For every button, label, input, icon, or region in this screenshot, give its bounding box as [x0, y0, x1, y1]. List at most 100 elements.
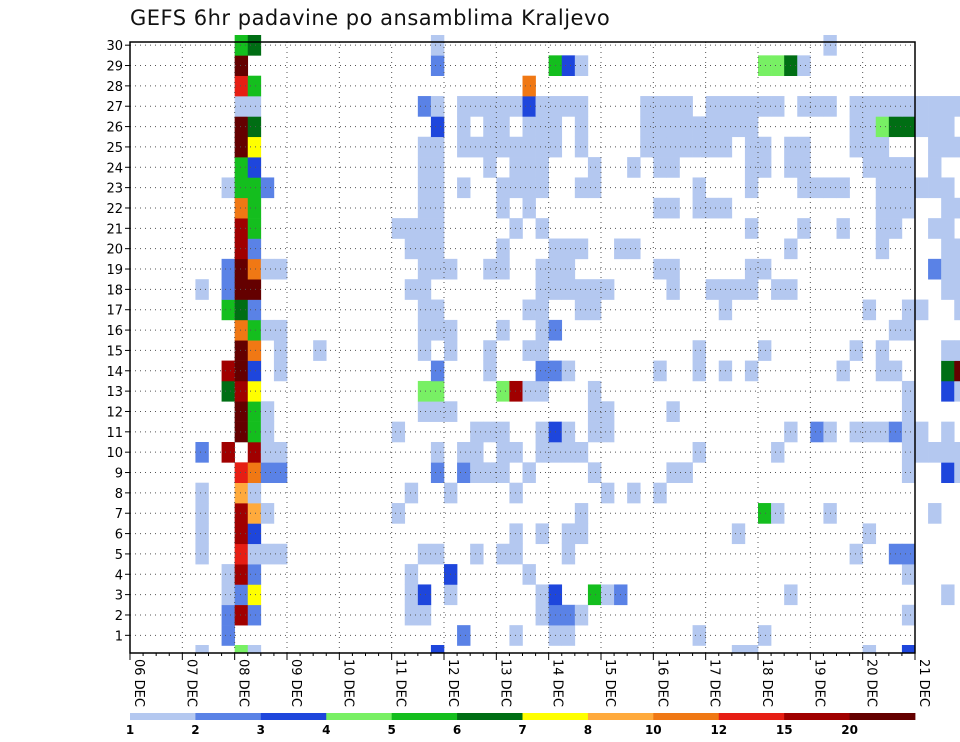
y-tick-label: 22	[106, 202, 123, 217]
heatmap-cell	[744, 360, 759, 382]
heatmap-cell	[928, 442, 942, 463]
heatmap-cell	[496, 543, 510, 565]
heatmap-cell	[849, 543, 863, 565]
heatmap-cell	[221, 177, 235, 199]
heatmap-cell	[666, 96, 680, 117]
heatmap-cell	[941, 218, 955, 239]
heatmap-cell	[247, 238, 262, 260]
heatmap-cell	[195, 503, 209, 524]
heatmap-cell	[901, 319, 916, 341]
y-axis: 1234567891011121314151617181920212223242…	[106, 39, 130, 644]
heatmap-cell	[574, 55, 589, 76]
heatmap-cell	[758, 258, 772, 280]
x-tick-label: 09 DEC	[288, 659, 303, 707]
y-tick-label: 19	[106, 263, 123, 278]
heatmap-cell	[470, 543, 484, 565]
heatmap-cell	[260, 421, 275, 443]
x-tick-label: 17 DEC	[707, 659, 722, 707]
heatmap-cell	[221, 564, 235, 585]
heatmap-cell	[234, 157, 249, 178]
x-tick-label: 20 DEC	[864, 659, 879, 707]
heatmap-cell	[430, 299, 445, 321]
heatmap-cell	[666, 279, 680, 300]
heatmap-cell	[901, 645, 916, 653]
heatmap-cell	[849, 116, 863, 138]
y-tick-label: 7	[115, 507, 123, 522]
heatmap-cell	[247, 482, 262, 504]
heatmap-cell	[941, 442, 955, 463]
x-tick-label: 10 DEC	[340, 659, 355, 707]
colorbar-swatch	[718, 713, 785, 720]
heatmap-cell	[797, 96, 811, 117]
heatmap-cell	[522, 340, 536, 361]
heatmap-cell	[417, 177, 432, 199]
heatmap-cell	[535, 279, 549, 300]
heatmap-cell	[862, 136, 877, 158]
heatmap-cell	[744, 116, 759, 138]
heatmap-cell	[561, 55, 576, 76]
heatmap-cell	[417, 96, 432, 117]
heatmap-cell	[496, 319, 510, 341]
heatmap-cell	[692, 442, 706, 463]
heatmap-cell	[535, 136, 549, 158]
heatmap-cell	[430, 360, 445, 382]
heatmap-cell	[561, 625, 576, 646]
heatmap-cell	[470, 136, 484, 158]
heatmap-cell	[430, 543, 445, 565]
heatmap-cell	[692, 116, 706, 138]
heatmap-cell	[535, 258, 549, 280]
heatmap-cell	[509, 543, 523, 565]
heatmap-cell	[954, 360, 960, 382]
heatmap-cell	[941, 462, 955, 483]
heatmap-cell	[522, 177, 536, 199]
heatmap-cell	[234, 380, 249, 402]
heatmap-cell	[483, 340, 497, 361]
heatmap-cell	[247, 136, 262, 158]
y-tick-label: 24	[106, 161, 123, 176]
heatmap-cell	[457, 625, 471, 646]
colorbar-swatch	[391, 713, 458, 720]
heatmap-cell	[313, 340, 327, 361]
heatmap-cell	[457, 442, 471, 463]
heatmap-cell	[692, 360, 706, 382]
heatmap-cell	[470, 421, 484, 443]
heatmap-cell	[417, 543, 432, 565]
heatmap-cell	[574, 136, 589, 158]
y-tick-label: 27	[106, 100, 123, 115]
heatmap-cell	[522, 564, 536, 585]
heatmap-cell	[862, 421, 877, 443]
heatmap-cell	[901, 604, 916, 626]
colorbar-label: 1	[126, 723, 134, 737]
heatmap-cell	[574, 238, 589, 260]
heatmap-cell	[509, 380, 523, 402]
x-tick-label: 16 DEC	[654, 659, 669, 707]
heatmap-cell	[758, 503, 772, 524]
colorbar-label: 8	[584, 723, 592, 737]
heatmap-cell	[417, 279, 432, 300]
heatmap-cell	[247, 75, 262, 97]
heatmap-cell	[221, 380, 235, 402]
heatmap-cell	[954, 258, 960, 280]
colorbar-swatch	[326, 713, 393, 720]
heatmap-cell	[901, 116, 916, 138]
heatmap-cell	[535, 421, 549, 443]
heatmap-cell	[247, 177, 262, 199]
heatmap-cell	[234, 35, 249, 56]
heatmap-cell	[561, 421, 576, 443]
heatmap-cell	[954, 380, 960, 402]
heatmap-cell	[234, 604, 249, 626]
heatmap-cell	[522, 96, 536, 117]
heatmap-cell	[404, 279, 419, 300]
heatmap-cell	[234, 238, 249, 260]
heatmap-cell	[535, 604, 549, 626]
heatmap-cell	[901, 96, 916, 117]
heatmap-cell	[862, 645, 877, 653]
heatmap-cell	[470, 96, 484, 117]
heatmap-cell	[574, 96, 589, 117]
heatmap-cell	[483, 462, 497, 483]
heatmap-cell	[404, 482, 419, 504]
heatmap-cell	[771, 279, 785, 300]
heatmap-cell	[234, 55, 249, 76]
colorbar-label: 5	[388, 723, 396, 737]
heatmap-cell	[234, 421, 249, 443]
